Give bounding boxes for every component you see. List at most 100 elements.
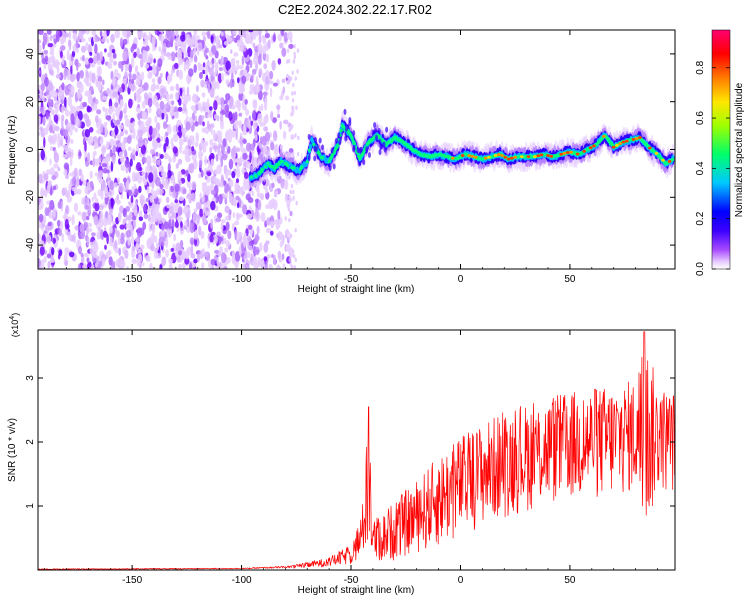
spectrogram-speckle	[225, 93, 231, 101]
spectrogram-speckle	[38, 39, 42, 44]
spectrogram-speckle	[122, 140, 126, 152]
spectrogram-speckle	[118, 105, 122, 112]
spectrogram-speckle	[130, 194, 134, 204]
spectrogram-speckle	[239, 156, 243, 164]
spectrogram-speckle	[70, 65, 73, 76]
spectrogram-peak	[569, 150, 573, 154]
spectrogram-speckle	[122, 187, 127, 193]
spectrogram-speckle	[197, 61, 201, 72]
spectrogram-speckle	[169, 85, 175, 92]
spectrogram-speckle	[199, 208, 204, 218]
spectrogram-speckle	[98, 81, 102, 92]
spectrogram-speckle	[118, 142, 122, 148]
spectrogram-speckle	[288, 257, 292, 263]
spectrogram-speckle	[82, 264, 87, 269]
spectrogram-speckle	[174, 183, 180, 193]
spectrogram-speckle	[38, 30, 44, 35]
spectrogram-speckle	[249, 151, 252, 162]
spectrogram-speckle	[68, 251, 75, 258]
spectrogram-speckle	[84, 252, 90, 258]
spectrogram-speckle	[67, 189, 70, 199]
spectrogram-speckle	[189, 49, 194, 59]
spectrogram-speckle	[220, 174, 224, 184]
spectrogram-speckle	[142, 49, 146, 61]
spectrogram-ridge-cell	[318, 137, 322, 144]
spectrogram-speckle	[47, 98, 53, 108]
spectrogram-speckle	[234, 229, 237, 241]
spectrogram-speckle	[59, 136, 64, 142]
spectrogram-x-tick-label: -150	[122, 274, 142, 285]
spectrogram-speckle	[280, 179, 285, 189]
spectrogram-speckle	[103, 121, 108, 127]
spectrogram-speckle	[98, 217, 104, 229]
spectrogram-speckle	[279, 120, 282, 130]
spectrogram-speckle	[265, 227, 272, 234]
spectrogram-speckle	[102, 95, 108, 101]
spectrogram-speckle	[219, 97, 225, 104]
spectrogram-speckle	[211, 57, 215, 65]
spectrogram-speckle	[118, 247, 121, 256]
spectrogram-speckle	[165, 237, 169, 248]
spectrogram-speckle	[153, 248, 158, 260]
spectrogram-speckle	[219, 109, 226, 116]
spectrogram-speckle	[138, 185, 142, 194]
spectrogram-speckle	[205, 174, 211, 184]
spectrogram-ridge-cell	[332, 163, 336, 170]
spectrogram-speckle	[200, 106, 203, 113]
spectrogram-speckle	[182, 103, 187, 112]
spectrogram-peak	[638, 136, 642, 139]
snr-x-axis: -150 -100 -50 0 50	[44, 330, 658, 586]
spectrogram-speckle	[188, 262, 193, 269]
spectrogram-speckle	[96, 232, 101, 240]
spectrogram-speckle	[118, 151, 124, 158]
spectrogram-speckle	[145, 45, 150, 52]
spectrogram-speckle	[202, 62, 206, 68]
spectrogram-speckle	[155, 242, 160, 251]
spectrogram-x-tick-label: 0	[458, 274, 464, 285]
spectrogram-speckle	[150, 216, 154, 224]
spectrogram-speckle	[55, 103, 59, 115]
spectrogram-speckle	[213, 254, 218, 261]
spectrogram-speckle	[254, 246, 260, 256]
spectrogram-speckle	[110, 197, 114, 209]
spectrogram-speckle	[49, 258, 56, 263]
spectrogram-speckle	[80, 101, 83, 107]
spectrogram-speckle	[292, 59, 296, 64]
spectrogram-speckle	[47, 43, 54, 48]
spectrogram-ridge-cell	[308, 143, 313, 150]
spectrogram-speckle	[64, 147, 69, 154]
spectrogram-speckle	[256, 225, 260, 235]
spectrogram-speckle	[228, 158, 234, 170]
spectrogram-speckle	[124, 102, 128, 112]
spectrogram-speckle	[248, 30, 254, 33]
spectrogram-speckle	[45, 86, 49, 92]
spectrogram-speckle	[174, 198, 178, 204]
spectrogram-speckle	[278, 231, 284, 240]
spectrogram-peak	[513, 155, 518, 159]
spectrogram-ridge-cell	[337, 132, 341, 139]
spectrogram-speckle	[88, 127, 94, 133]
spectrogram-speckle	[56, 66, 60, 74]
spectrogram-peak	[615, 143, 619, 147]
spectrogram-speckle	[195, 85, 199, 93]
spectrogram-peak	[592, 144, 596, 148]
spectrogram-speckle	[244, 117, 249, 127]
spectrogram-speckle	[43, 35, 48, 46]
spectrogram-speckle	[223, 266, 228, 269]
spectrogram-speckle	[248, 241, 254, 247]
spectrogram-ridge-cell	[359, 146, 363, 153]
spectrogram-speckle	[161, 112, 165, 120]
spectrogram-speckle	[181, 250, 186, 260]
spectrogram-speckle	[224, 183, 230, 193]
spectrogram-speckle	[209, 146, 213, 154]
spectrogram-speckle	[211, 63, 215, 70]
spectrogram-speckle	[294, 257, 297, 263]
spectrogram-speckle	[39, 246, 45, 256]
spectrogram-speckle	[84, 140, 87, 152]
spectrogram-speckle	[148, 222, 152, 233]
spectrogram-speckle	[208, 67, 214, 77]
spectrogram-speckle	[41, 57, 47, 65]
spectrogram-speckle	[148, 31, 152, 42]
spectrogram-speckle	[228, 68, 233, 74]
spectrogram-speckle	[216, 164, 222, 175]
